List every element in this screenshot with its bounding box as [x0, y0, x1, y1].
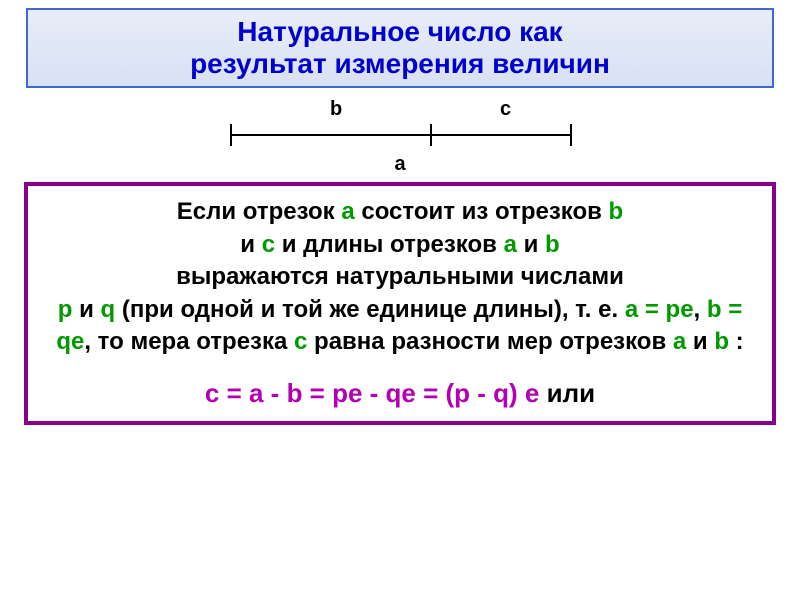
- main-equation: c = a - b = pe - qe = (p - q) e или: [44, 376, 756, 411]
- title-box: Натуральное число как результат измерени…: [26, 8, 774, 88]
- text: Если отрезок: [177, 198, 342, 225]
- text: (при одной и той же единице длины), т. е…: [115, 296, 625, 323]
- text: и: [686, 328, 714, 355]
- tick-right: [570, 124, 572, 146]
- var-b: b: [714, 328, 729, 355]
- eq-a-pe: a = pe: [625, 296, 694, 323]
- equation-formula: c = a - b = pe - qe = (p - q) e: [205, 378, 539, 408]
- theorem-text: Если отрезок a состоит из отрезков b и c…: [44, 196, 756, 358]
- title-line2: результат измерения величин: [190, 48, 610, 79]
- text: и длины отрезков: [275, 231, 504, 258]
- var-a: a: [673, 328, 686, 355]
- var-q: q: [101, 296, 116, 323]
- text: и: [72, 296, 100, 323]
- text: выражаются натуральными числами: [176, 263, 624, 290]
- text: :: [729, 328, 744, 355]
- text: , то мера отрезка: [84, 328, 294, 355]
- segment-line: [230, 134, 570, 136]
- theorem-box: Если отрезок a состоит из отрезков b и c…: [24, 182, 776, 425]
- var-b: b: [609, 198, 624, 225]
- text: и: [240, 231, 261, 258]
- text: и: [517, 231, 545, 258]
- var-p: p: [58, 296, 73, 323]
- var-c: c: [262, 231, 275, 258]
- var-b: b: [545, 231, 560, 258]
- tick-left: [230, 124, 232, 146]
- text: состоит из отрезков: [355, 198, 609, 225]
- var-c: c: [294, 328, 307, 355]
- label-a: a: [200, 153, 600, 176]
- text: или: [539, 378, 595, 408]
- var-a: a: [504, 231, 517, 258]
- segment-diagram: b c a: [200, 100, 600, 170]
- page-title: Натуральное число как результат измерени…: [38, 16, 762, 80]
- var-a: a: [341, 198, 354, 225]
- label-c: c: [500, 98, 511, 121]
- text: равна разности мер отрезков: [307, 328, 673, 355]
- title-line1: Натуральное число как: [237, 16, 562, 47]
- label-b: b: [330, 98, 342, 121]
- text: ,: [694, 296, 707, 323]
- tick-middle: [430, 124, 432, 146]
